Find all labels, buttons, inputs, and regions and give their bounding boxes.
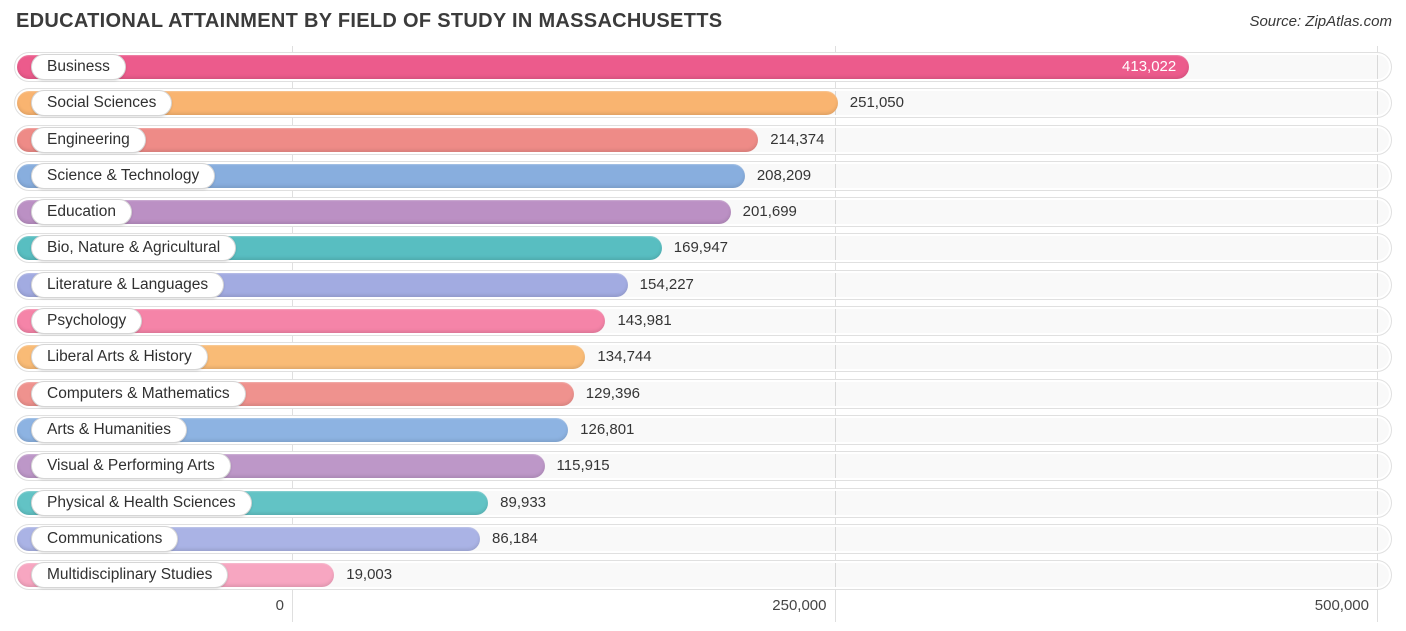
chart-row: Education 201,699 xyxy=(14,197,1392,228)
value-label: 201,699 xyxy=(742,203,797,221)
chart-row: Physical & Health Sciences 89,933 xyxy=(14,487,1392,518)
chart-row: Science & Technology 208,209 xyxy=(14,160,1392,191)
page-title: EDUCATIONAL ATTAINMENT BY FIELD OF STUDY… xyxy=(16,10,723,32)
category-pill: Business xyxy=(31,54,126,80)
source-label: Source: ZipAtlas.com xyxy=(1249,13,1392,30)
category-pill: Literature & Languages xyxy=(31,271,225,298)
value-label: 86,184 xyxy=(492,529,538,547)
category-pill: Multidisciplinary Studies xyxy=(31,562,229,589)
value-label: 89,933 xyxy=(500,493,547,511)
bar: 413,022 xyxy=(17,55,1190,79)
category-pill: Science & Technology xyxy=(31,162,216,189)
value-label: 115,915 xyxy=(556,457,610,475)
value-label: 129,396 xyxy=(585,384,641,402)
chart-row: Arts & Humanities 126,801 xyxy=(14,414,1392,445)
chart-row: Multidisciplinary Studies 19,003 xyxy=(14,560,1392,591)
category-pill: Education xyxy=(31,199,132,226)
chart-row: Visual & Performing Arts 115,915 xyxy=(14,451,1392,482)
x-axis-tick-label: 500,000 xyxy=(1314,597,1369,614)
chart-row: Communications 86,184 xyxy=(14,523,1392,554)
value-label: 169,947 xyxy=(673,239,729,257)
value-label: 413,022 xyxy=(1122,58,1177,75)
category-pill: Engineering xyxy=(31,126,146,153)
bar xyxy=(17,200,731,225)
category-pill: Communications xyxy=(31,525,179,552)
value-label: 208,209 xyxy=(756,166,812,184)
category-pill: Social Sciences xyxy=(31,90,173,117)
x-axis-tick-label: 0 xyxy=(275,597,284,614)
gridline xyxy=(834,46,836,622)
chart-row: Psychology 143,981 xyxy=(14,306,1392,337)
category-pill: Psychology xyxy=(31,308,143,335)
x-axis-tick-label: 250,000 xyxy=(772,597,827,614)
chart-row: Bio, Nature & Agricultural 169,947 xyxy=(14,233,1392,264)
chart-row: Liberal Arts & History 134,744 xyxy=(14,342,1392,373)
value-label: 126,801 xyxy=(580,420,635,438)
value-label: 134,744 xyxy=(597,348,652,366)
bar-chart: 413,022 Business Social Sciences 251,050 Eng… xyxy=(14,52,1392,596)
value-label: 19,003 xyxy=(346,566,393,584)
chart-row: Social Sciences 251,050 xyxy=(14,88,1392,119)
category-pill: Computers & Mathematics xyxy=(31,380,246,407)
value-label: 143,981 xyxy=(617,312,672,330)
value-label: 214,374 xyxy=(770,130,825,148)
value-label: 251,050 xyxy=(849,94,904,112)
category-pill: Liberal Arts & History xyxy=(31,344,208,371)
chart-row: Engineering 214,374 xyxy=(14,124,1392,155)
chart-row: Literature & Languages 154,227 xyxy=(14,269,1392,300)
category-pill: Bio, Nature & Agricultural xyxy=(31,235,237,262)
gridline xyxy=(292,46,293,622)
chart-row: Computers & Mathematics 129,396 xyxy=(14,378,1392,409)
category-pill: Physical & Health Sciences xyxy=(31,489,252,516)
category-pill: Visual & Performing Arts xyxy=(31,453,231,480)
value-label: 154,227 xyxy=(639,275,694,293)
category-pill: Arts & Humanities xyxy=(31,416,188,443)
chart-row: 413,022 Business xyxy=(14,52,1392,82)
